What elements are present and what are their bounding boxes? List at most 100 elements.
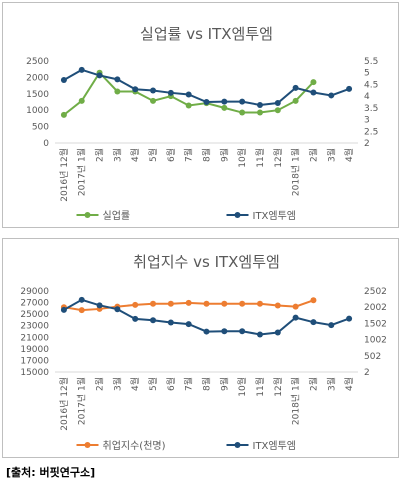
x-axis-tick-label: 2018년 1월 xyxy=(290,377,302,425)
x-axis-tick-label: 2016년 12월 xyxy=(58,377,70,431)
left-axis-tick-label: 19000 xyxy=(20,345,49,355)
data-point xyxy=(239,109,246,116)
right-axis-tick-label: 3 xyxy=(364,116,370,126)
data-point xyxy=(256,101,263,108)
data-point xyxy=(96,72,103,79)
data-point xyxy=(114,88,121,95)
x-axis-tick-label: 10월 xyxy=(236,377,248,397)
left-axis-tick-label: 17000 xyxy=(20,356,49,366)
right-axis-tick-label: 5.5 xyxy=(364,57,378,67)
data-point xyxy=(114,306,121,313)
x-axis-tick-label: 5월 xyxy=(147,148,159,162)
data-point xyxy=(203,300,210,307)
right-axis-tick-label: 2.5 xyxy=(364,127,378,137)
x-axis-tick-label: 12월 xyxy=(272,377,284,397)
data-point xyxy=(78,296,85,303)
x-axis-tick-label: 2월 xyxy=(307,377,319,391)
data-point xyxy=(310,89,317,96)
x-axis-tick-label: 3월 xyxy=(325,148,337,162)
data-point xyxy=(167,319,174,326)
x-axis-tick-label: 9월 xyxy=(218,148,230,162)
chart-title: 실업률 vs ITX엠투엠 xyxy=(140,25,273,43)
x-axis-tick-label: 6월 xyxy=(165,377,177,391)
right-axis-tick-label: 2502 xyxy=(364,287,387,297)
left-axis-tick-label: 29000 xyxy=(20,287,49,297)
data-point xyxy=(310,79,317,86)
data-point xyxy=(221,300,228,307)
x-axis-tick-label: 10월 xyxy=(236,148,248,168)
data-point xyxy=(346,315,353,322)
x-axis-tick-label: 6월 xyxy=(165,148,177,162)
x-axis-tick-label: 8월 xyxy=(201,148,213,162)
x-axis-tick-label: 2017년 1월 xyxy=(76,377,88,425)
x-axis-tick-label: 3월 xyxy=(111,148,123,162)
legend-label: 취업지수(천명) xyxy=(103,439,166,452)
right-axis-tick-label: 2 xyxy=(364,139,370,149)
data-point xyxy=(328,92,335,99)
left-axis-tick-label: 0 xyxy=(43,139,49,149)
unemployment-chart: 실업률 vs ITX엠투엠 0 500 1000 1500 2000 2500 2 2.53 3.… xyxy=(26,25,378,222)
data-point xyxy=(346,85,353,92)
right-axis-tick-label: 4.5 xyxy=(364,80,378,90)
data-point xyxy=(185,102,192,109)
data-point xyxy=(132,86,139,93)
x-axis-tick-label: 8월 xyxy=(201,377,213,391)
data-point xyxy=(310,319,317,326)
data-point xyxy=(132,301,139,308)
right-axis-tick-label: 1502 xyxy=(364,319,387,329)
right-axis-tick-label: 2 xyxy=(364,368,370,378)
data-point xyxy=(292,84,299,91)
data-point xyxy=(221,104,228,111)
data-point xyxy=(150,300,157,307)
data-point xyxy=(185,299,192,306)
data-point xyxy=(292,314,299,321)
legend-marker xyxy=(234,212,241,218)
data-point xyxy=(221,328,228,335)
left-axis-tick-label: 23000 xyxy=(20,322,49,332)
source-caption: [출처: 버핏연구소] xyxy=(6,466,96,479)
data-point xyxy=(78,97,85,104)
data-point xyxy=(185,321,192,328)
x-axis-tick-label: 2월 xyxy=(94,377,106,391)
data-point xyxy=(310,297,317,304)
left-axis-tick-label: 15000 xyxy=(20,368,49,378)
left-axis-tick-label: 1000 xyxy=(26,106,49,116)
data-point xyxy=(78,66,85,73)
right-axis-tick-label: 4 xyxy=(364,92,370,102)
left-axis-tick-label: 1500 xyxy=(26,90,49,100)
left-axis-tick-label: 2000 xyxy=(26,73,49,83)
data-point xyxy=(185,91,192,98)
legend-label: ITX엠투엠 xyxy=(253,440,297,452)
data-point xyxy=(274,329,281,336)
legend-label: 실업률 xyxy=(103,209,131,222)
data-point xyxy=(328,322,335,329)
x-axis-tick-label: 7월 xyxy=(183,377,195,391)
data-point xyxy=(292,303,299,310)
x-axis-tick-label: 2월 xyxy=(307,148,319,162)
x-axis-tick-label: 12월 xyxy=(272,148,284,168)
x-axis-tick-label: 2017년 1월 xyxy=(76,148,88,196)
unemployment-chart-panel: 실업률 vs ITX엠투엠 0 500 1000 1500 2000 2500 2 2.5 3 3.… xyxy=(2,2,399,228)
data-point xyxy=(150,87,157,94)
data-point xyxy=(203,328,210,335)
left-axis-tick-label: 21000 xyxy=(20,333,49,343)
data-point xyxy=(132,315,139,322)
employment-chart-panel: 취업지수 vs ITX엠투엠 15000 17000 19000 21000 23000 2… xyxy=(2,238,399,458)
data-point xyxy=(256,109,263,116)
legend-marker xyxy=(84,442,91,448)
x-axis-tick-label: 4월 xyxy=(343,377,355,391)
data-point xyxy=(150,317,157,324)
data-point xyxy=(167,300,174,307)
right-axis-tick-label: 1002 xyxy=(364,336,387,346)
x-axis-tick-label: 11월 xyxy=(254,377,266,397)
data-point xyxy=(256,331,263,338)
x-axis-tick-label: 7월 xyxy=(183,148,195,162)
x-axis-tick-label: 2016년 12월 xyxy=(58,148,70,202)
x-axis-tick-label: 4월 xyxy=(343,148,355,162)
data-point xyxy=(60,306,67,313)
left-axis-tick-label: 2500 xyxy=(26,57,49,67)
data-point xyxy=(78,307,85,314)
legend-label: ITX엠투엠 xyxy=(253,210,297,222)
data-point xyxy=(221,98,228,105)
